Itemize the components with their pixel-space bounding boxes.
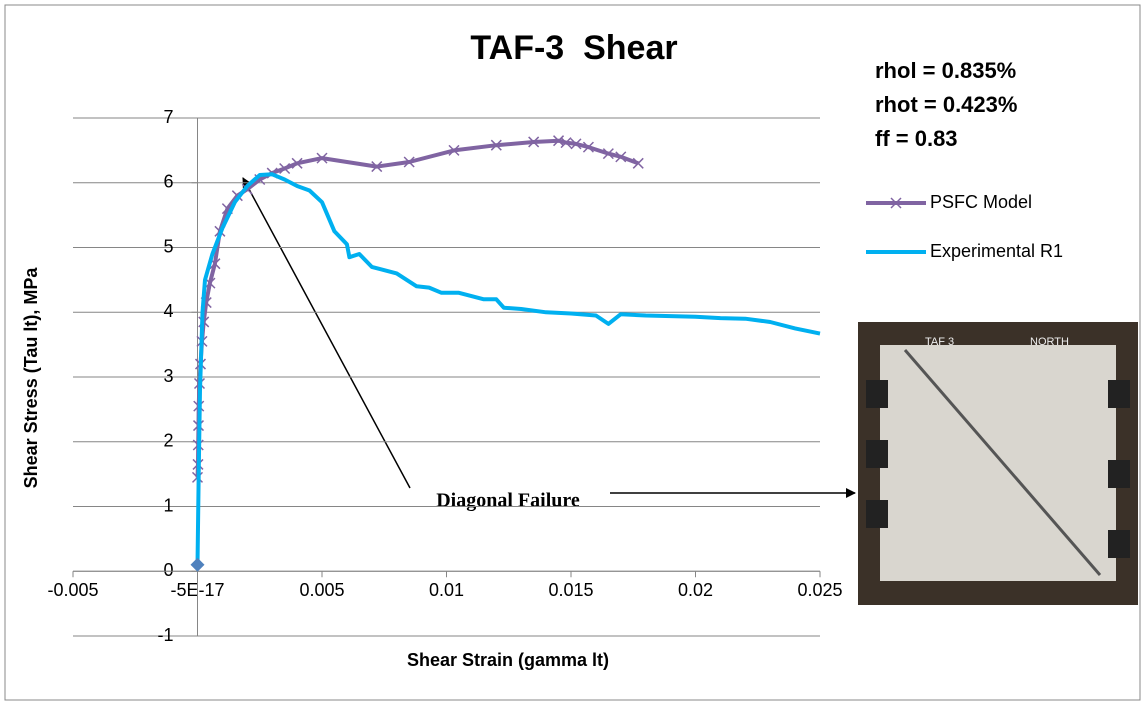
marker — [279, 162, 291, 175]
y-tick-label: 4 — [163, 301, 173, 321]
x-tick-label: 0.01 — [429, 580, 464, 600]
annotation: Diagonal Failure — [436, 490, 580, 512]
photo-gauge — [866, 500, 888, 528]
photo-label: TAF 3 — [925, 336, 954, 348]
photo-crack — [903, 349, 1102, 576]
marker — [190, 557, 205, 572]
y-tick-label: 0 — [163, 560, 173, 580]
marker — [632, 157, 644, 169]
y-tick-label: 2 — [163, 431, 173, 451]
x-tick-label: 0.02 — [678, 580, 713, 600]
photo: TAF 3 NORTH — [858, 322, 1138, 605]
annotation-arrow — [242, 177, 411, 489]
y-tick-label: 3 — [163, 366, 173, 386]
marker — [291, 157, 303, 169]
legend-label: Experimental R1 — [930, 241, 1063, 261]
photo-gauge — [1108, 380, 1130, 408]
y-tick-label: 1 — [163, 495, 173, 515]
marker — [560, 137, 572, 149]
y-axis-title: Shear Stress (Tau lt), MPa — [21, 267, 41, 489]
photo-label: NORTH — [1030, 336, 1069, 348]
x-tick-label: -0.005 — [47, 580, 98, 600]
annotation: rhol = 0.835% — [875, 58, 1016, 83]
photo-gauge — [866, 440, 888, 468]
marker — [602, 148, 614, 160]
photo-gauge — [866, 380, 888, 408]
photo-panel — [880, 345, 1116, 581]
photo-gauge — [1108, 460, 1130, 488]
marker — [528, 136, 540, 148]
annotation: ff = 0.83 — [875, 126, 958, 151]
y-tick-label: 7 — [163, 107, 173, 127]
x-axis-title: Shear Strain (gamma lt) — [407, 650, 609, 670]
x-tick-label: 0.005 — [299, 580, 344, 600]
legend-marker — [890, 197, 902, 209]
x-tick-label: 0.025 — [797, 580, 842, 600]
marker — [371, 161, 383, 173]
annotation: rhot = 0.423% — [875, 92, 1017, 117]
marker — [570, 138, 582, 150]
x-tick-label: 0.015 — [548, 580, 593, 600]
series-line — [195, 172, 821, 565]
photo-gauge — [1108, 530, 1130, 558]
y-tick-label: 5 — [163, 236, 173, 256]
marker — [490, 139, 502, 151]
chart-title: TAF-3 Shear — [470, 29, 677, 67]
y-tick-label: 6 — [163, 172, 173, 192]
marker — [448, 144, 460, 156]
legend-label: PSFC Model — [930, 192, 1032, 212]
marker — [582, 141, 594, 153]
marker — [316, 152, 328, 164]
y-tick-label: -1 — [157, 625, 173, 645]
marker — [615, 151, 627, 163]
marker — [553, 135, 565, 147]
marker — [403, 156, 415, 168]
